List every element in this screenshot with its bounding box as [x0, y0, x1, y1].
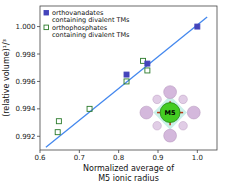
inset-ligand-small [153, 121, 162, 130]
x-tick-label: 0.8 [113, 154, 124, 162]
y-tick-label: 0.996 [15, 78, 36, 86]
point [124, 72, 129, 77]
plot-marks [46, 17, 207, 147]
x-tick [118, 150, 119, 153]
inset-diamond [153, 95, 187, 129]
y-tick-label: 1.000 [15, 23, 35, 31]
point [145, 61, 150, 66]
point [195, 24, 200, 29]
legend-label: orthovanadatescontaining divalent TMs [52, 9, 130, 24]
point [124, 79, 129, 84]
y-tick [37, 81, 40, 82]
y-tick [37, 136, 40, 137]
x-axis-label: Normalized average ofM5 ionic radius [83, 164, 174, 183]
legend: orthovanadatescontaining divalent TMsort… [44, 9, 130, 39]
inset-ligand-small [153, 95, 162, 104]
x-tick-label: 0.9 [152, 154, 163, 162]
plot-frame [40, 6, 217, 150]
y-tick-label: 0.992 [15, 133, 35, 141]
y-axis-label: (relative volume)¹/³ [2, 39, 11, 117]
inset-center [160, 103, 180, 123]
y-tick [37, 26, 40, 27]
inset-ligand [140, 106, 153, 119]
y-tick [37, 108, 40, 109]
y-tick-label: 0.994 [15, 105, 36, 113]
inset-ligand-small [179, 95, 188, 104]
x-tick-label: 0.6 [34, 154, 46, 162]
x-tick [158, 150, 159, 153]
point [55, 130, 60, 135]
point [87, 106, 92, 111]
point [145, 68, 150, 73]
trend-line [46, 17, 207, 147]
legend-marker [44, 11, 49, 16]
x-tick [40, 150, 41, 153]
legend-label: orthophosphatescontaining divalent TMs [52, 24, 130, 39]
y-tick [37, 54, 40, 55]
x-tick-label: 0.7 [74, 154, 85, 162]
inset-ligand [164, 129, 177, 142]
inset-ligand-small [179, 121, 188, 130]
chart: 0.6 0.7 0.8 0.9 1.0 0.992 0.994 0.996 0.998 1.000… [0, 0, 225, 189]
legend-marker [44, 25, 49, 30]
inset-ligand [187, 106, 200, 119]
y-tick-label: 0.998 [15, 51, 35, 59]
point [56, 119, 61, 124]
x-tick-label: 1.0 [192, 154, 203, 162]
annotation: M5 [165, 109, 176, 117]
x-tick [197, 150, 198, 153]
inset-ligand [164, 86, 177, 99]
inset-structure [140, 86, 200, 142]
x-tick [79, 150, 80, 153]
